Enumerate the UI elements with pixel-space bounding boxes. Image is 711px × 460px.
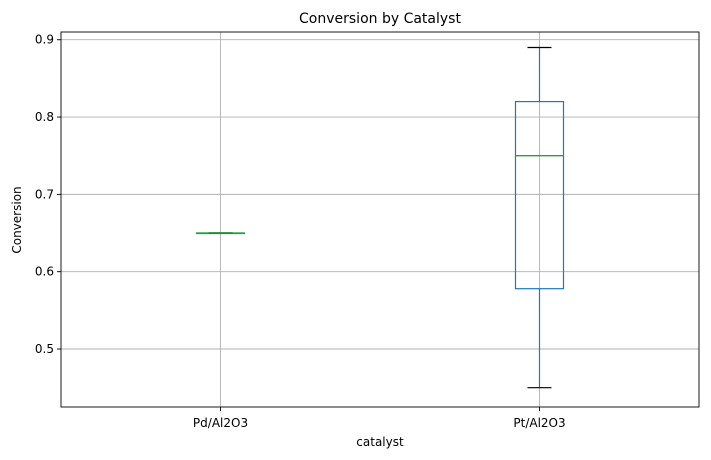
y-tick-label: 0.6 [35, 265, 54, 279]
box-group [195, 232, 246, 235]
box-iqr [514, 100, 565, 290]
plot-frame [60, 31, 700, 408]
box-group [514, 46, 565, 389]
y-axis-label: Conversion [10, 186, 24, 253]
y-tick-label: 0.9 [35, 33, 54, 47]
boxes [195, 46, 565, 389]
x-axis-label: catalyst [356, 435, 404, 449]
grid-lines [61, 32, 699, 407]
axis-ticks: 0.5 0.6 0.7 0.8 0.9 Pd/Al2O3 Pt/Al2O3 [35, 33, 566, 430]
y-tick-label: 0.8 [35, 110, 54, 124]
x-tick-label: Pt/Al2O3 [513, 416, 565, 430]
y-tick-label: 0.7 [35, 187, 54, 201]
x-tick-label: Pd/Al2O3 [193, 416, 248, 430]
chart-title: Conversion by Catalyst [299, 11, 461, 27]
y-tick-label: 0.5 [35, 342, 54, 356]
